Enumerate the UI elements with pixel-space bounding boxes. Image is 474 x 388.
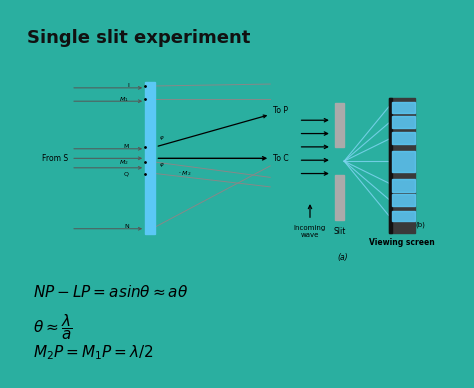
Text: Incoming
wave: Incoming wave bbox=[294, 225, 326, 238]
Bar bbox=[335, 175, 344, 220]
Bar bbox=[392, 179, 415, 192]
Text: $\varphi$: $\varphi$ bbox=[159, 134, 165, 142]
Text: Single slit experiment: Single slit experiment bbox=[27, 29, 250, 47]
Text: From S: From S bbox=[42, 154, 68, 163]
Bar bbox=[392, 116, 415, 128]
Text: $\varphi$: $\varphi$ bbox=[159, 161, 165, 169]
Text: M: M bbox=[124, 144, 129, 149]
Text: To C: To C bbox=[273, 154, 289, 163]
Text: (b): (b) bbox=[415, 221, 425, 228]
Text: $M_1$: $M_1$ bbox=[119, 95, 129, 104]
Bar bbox=[389, 98, 415, 232]
Bar bbox=[145, 82, 155, 234]
Text: The geometry of path
differences for diffraction by a single slit.: The geometry of path differences for dif… bbox=[88, 253, 244, 273]
Text: (a): (a) bbox=[338, 253, 348, 263]
Bar bbox=[392, 211, 415, 221]
Bar bbox=[392, 132, 415, 144]
Text: I: I bbox=[127, 83, 129, 88]
Text: $\theta \approx \dfrac{\lambda}{a}$: $\theta \approx \dfrac{\lambda}{a}$ bbox=[33, 312, 73, 342]
Text: $M_2P = M_1P = \lambda/2$: $M_2P = M_1P = \lambda/2$ bbox=[33, 343, 154, 362]
Bar bbox=[392, 194, 415, 206]
Text: Q: Q bbox=[124, 171, 129, 176]
Bar bbox=[392, 151, 415, 171]
Bar bbox=[392, 102, 415, 113]
Text: $M_2$: $M_2$ bbox=[119, 158, 129, 166]
Text: $NP - LP = asin\theta \approx a\theta$: $NP - LP = asin\theta \approx a\theta$ bbox=[33, 284, 189, 300]
Text: $\cdot$ $M_2$: $\cdot$ $M_2$ bbox=[178, 169, 192, 178]
Text: N: N bbox=[124, 224, 129, 229]
Text: Slit: Slit bbox=[333, 227, 346, 236]
Bar bbox=[389, 98, 392, 232]
Bar bbox=[335, 103, 344, 147]
Text: Viewing screen: Viewing screen bbox=[369, 238, 435, 247]
Text: To P: To P bbox=[273, 106, 288, 115]
Text: Intensity
distribution and photograph of
fringes due to diffraction
at single sl: Intensity distribution and photograph of… bbox=[285, 263, 401, 303]
